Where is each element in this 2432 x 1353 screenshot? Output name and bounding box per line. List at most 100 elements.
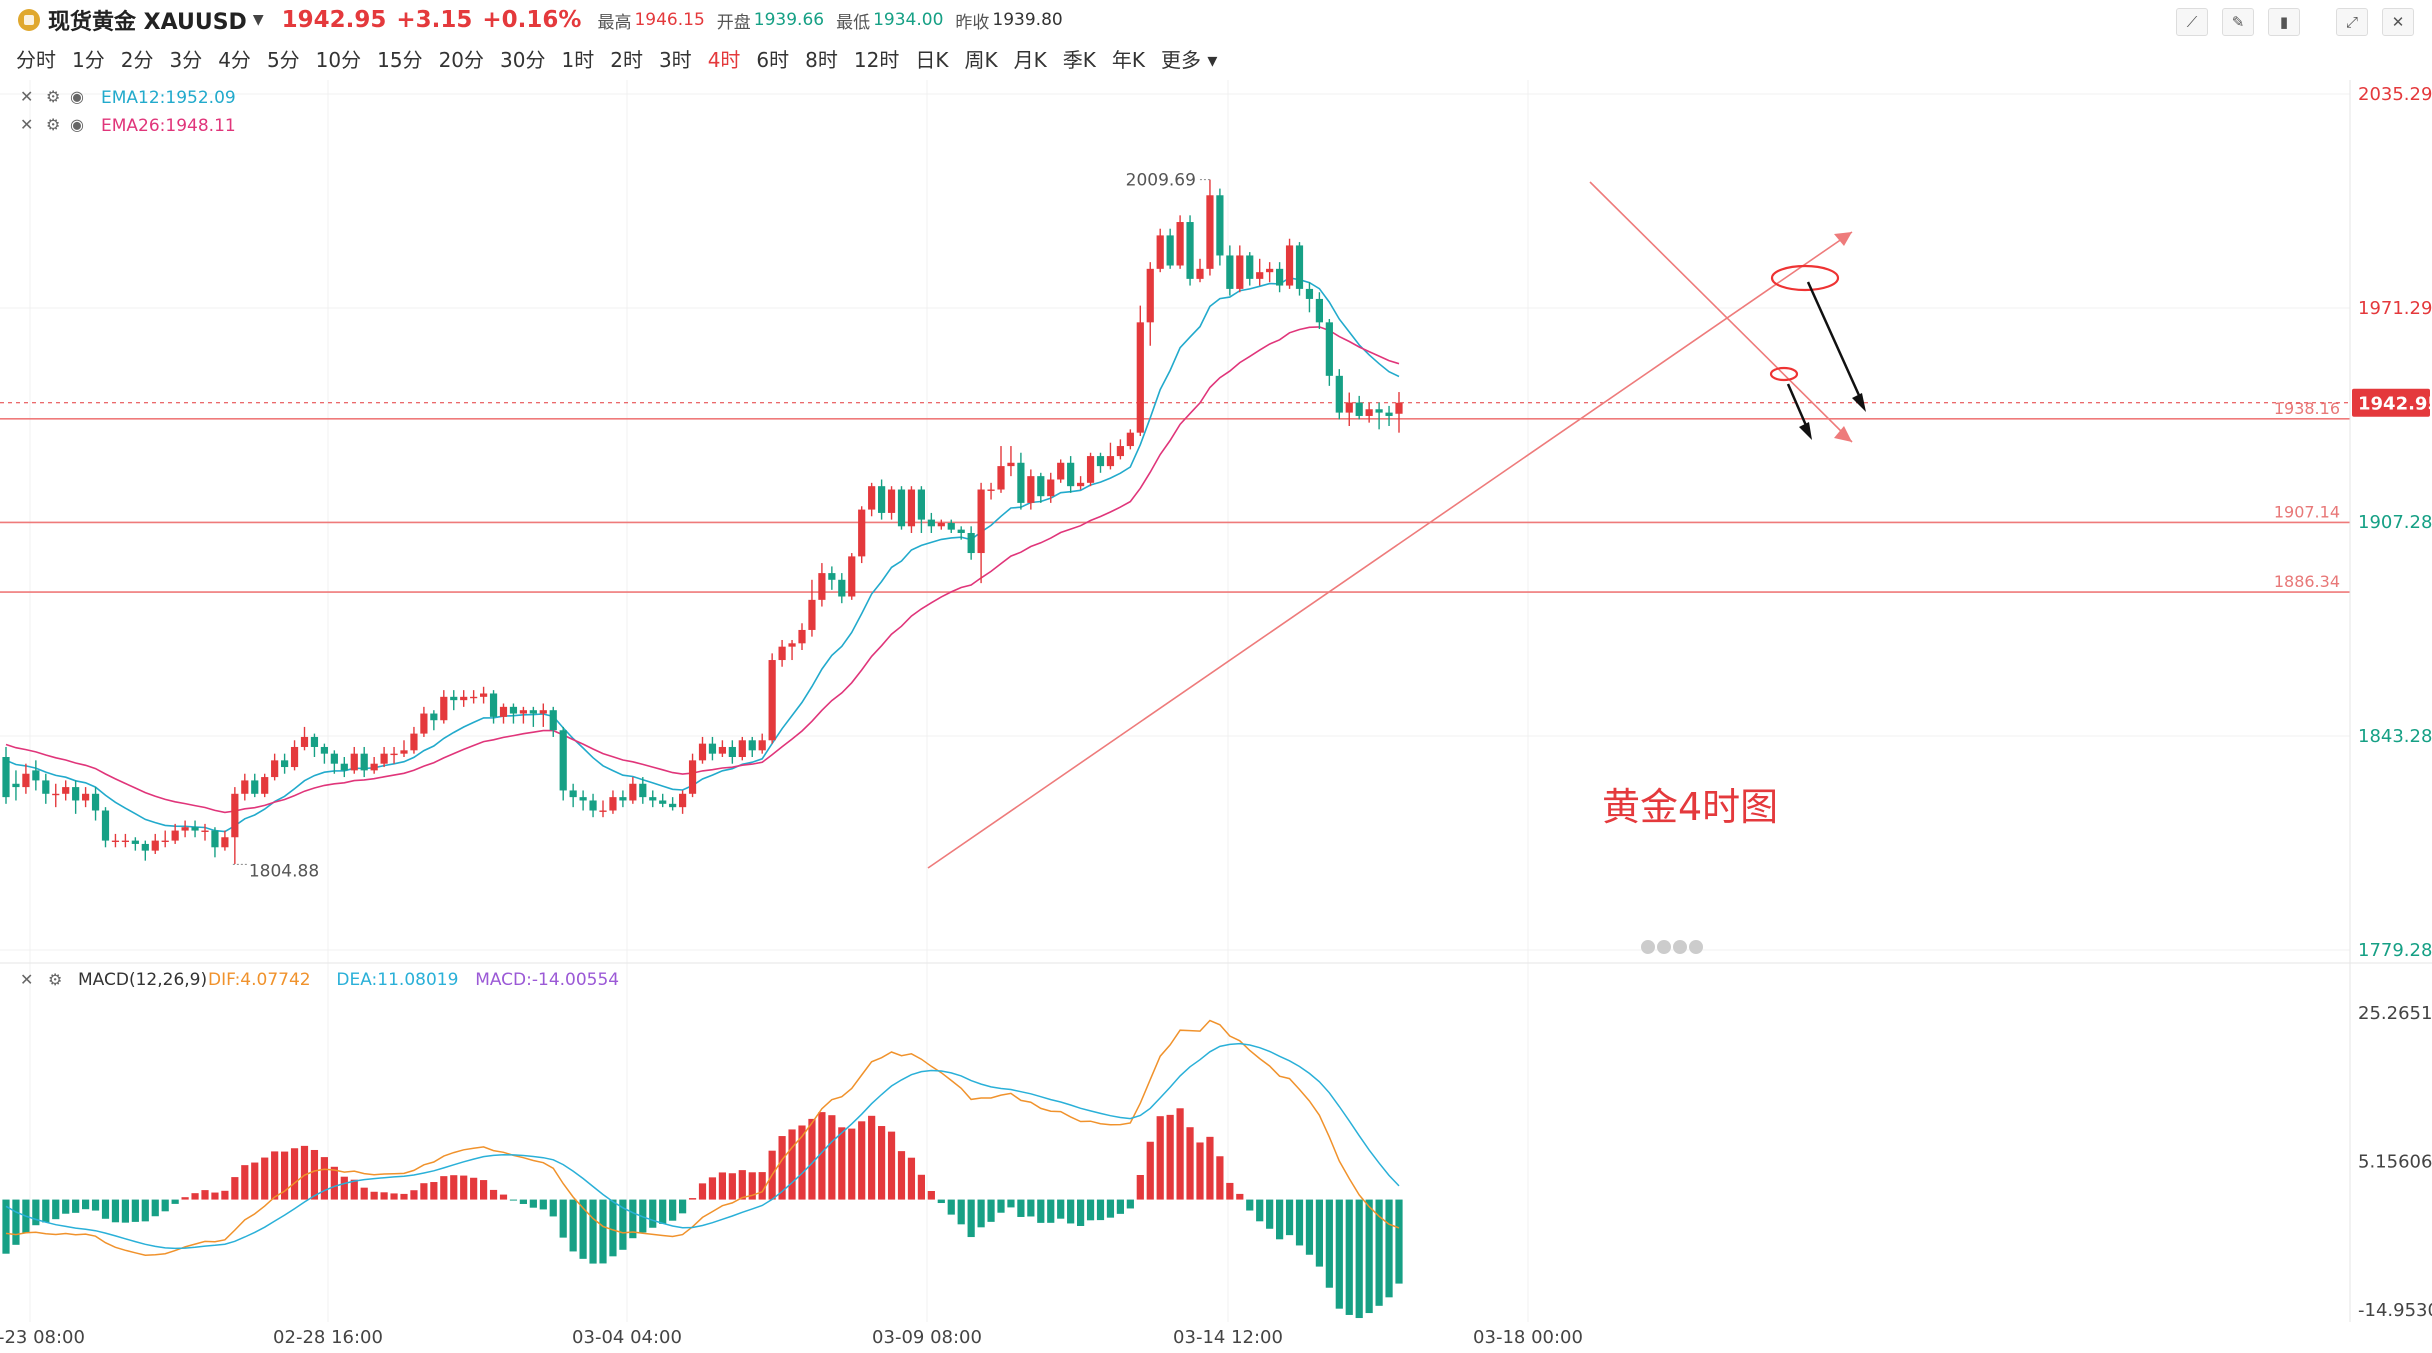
candle-body (679, 793, 687, 808)
interval-tab[interactable]: 年K (1111, 47, 1145, 72)
interval-tab[interactable]: 6时 (756, 47, 790, 72)
interval-tab[interactable]: 12时 (853, 47, 900, 72)
indicator-label: EMA12:1952.09 (101, 88, 236, 108)
candle (1285, 238, 1294, 289)
candle-body (738, 740, 746, 758)
interval-tab[interactable]: 分时 (16, 47, 56, 72)
candle-body (1086, 456, 1095, 483)
macd-bar (1096, 1199, 1105, 1221)
candle-body (201, 830, 209, 832)
interval-tab[interactable]: 1时 (561, 47, 595, 72)
interval-tab[interactable]: 更多 ▾ (1160, 47, 1218, 72)
close-icon[interactable]: ✕ (2382, 8, 2414, 36)
candle-body (290, 746, 299, 768)
candle (350, 746, 358, 774)
interval-tab[interactable]: 周K (964, 47, 998, 72)
interval-tab[interactable]: 3分 (169, 47, 203, 72)
interval-tab[interactable]: 季K (1062, 47, 1096, 72)
arrowhead-icon (1834, 232, 1852, 246)
candle (937, 519, 945, 530)
candle-body (2, 757, 10, 798)
candle (1375, 402, 1383, 430)
gear-icon: ⚙ (46, 87, 60, 106)
candle-body (111, 840, 120, 842)
macd-bar (1236, 1193, 1244, 1200)
candle-body (609, 797, 617, 811)
chevron-down-icon[interactable]: ▼ (252, 12, 264, 28)
interval-tab[interactable]: 4分 (218, 47, 251, 72)
macd-bar (1166, 1114, 1174, 1200)
candle (1017, 452, 1025, 510)
toolbar: ⟋ ✎ ▮ ⤢ ✕ (2176, 8, 2432, 36)
interval-tab[interactable]: 月K (1013, 47, 1047, 72)
candle (639, 777, 647, 804)
candle-body (261, 777, 269, 794)
candle (62, 780, 70, 801)
candle (649, 790, 657, 808)
macd-bar (967, 1199, 975, 1238)
quote-header: 现货黄金 XAUUSD ▼ 1942.95 +3.15 +0.16% 最高 19… (0, 0, 2432, 40)
interval-tab[interactable]: 3时 (658, 47, 692, 72)
candle-body (460, 696, 468, 701)
candle (1216, 188, 1224, 266)
current-price-tag (2352, 388, 2430, 417)
macd-bar (82, 1199, 90, 1210)
candle (141, 840, 149, 861)
macd-series-label: DEA:11.08019 (336, 970, 458, 990)
candle-body (12, 783, 20, 788)
pen-tool-icon[interactable]: ✎ (2222, 8, 2254, 36)
interval-tab[interactable]: 5分 (266, 47, 300, 72)
macd-bar (1295, 1199, 1304, 1246)
candle (52, 783, 60, 808)
indicator-label: EMA26:1948.11 (101, 116, 236, 136)
interval-tab[interactable]: 4时 (707, 47, 741, 72)
interval-tab[interactable]: 15分 (377, 47, 423, 72)
open-value: 1939.66 (753, 10, 825, 30)
candle (1027, 469, 1035, 510)
interval-tab[interactable]: 2分 (120, 47, 154, 72)
candle (529, 706, 537, 727)
interval-tab[interactable]: 2时 (610, 47, 643, 72)
candle (679, 790, 687, 814)
interval-tab[interactable]: 10分 (315, 47, 362, 72)
expand-icon[interactable]: ⤢ (2336, 8, 2368, 36)
highlight-ellipse (1770, 264, 1840, 292)
line-tool-icon[interactable]: ⟋ (2176, 8, 2208, 36)
candle-body (420, 713, 428, 734)
candle-body (1345, 402, 1353, 413)
macd-bar (131, 1199, 139, 1222)
candle-body (1385, 412, 1393, 416)
interval-tab[interactable]: 30分 (500, 47, 546, 72)
candle (1315, 292, 1323, 330)
symbol-name[interactable]: 现货黄金 XAUUSD (48, 10, 247, 35)
candle (370, 757, 378, 774)
macd-bar (669, 1199, 677, 1221)
interval-tab[interactable]: 20分 (438, 47, 485, 72)
candle-body (72, 787, 80, 801)
candles[interactable]: 2009.69 1804.88 (2, 171, 1403, 882)
candle (1355, 395, 1363, 420)
macd-bar (1355, 1199, 1363, 1319)
candle-body (121, 840, 129, 842)
macd-bar (489, 1189, 498, 1200)
candle (400, 740, 408, 758)
macd-bar (848, 1128, 856, 1200)
chart-canvas[interactable]: 1938.16 1907.14 1886.34 1942.95 2009.69 1804… (0, 78, 2432, 1353)
candle (579, 790, 587, 811)
macd-bar (330, 1166, 338, 1200)
candle-body (778, 646, 786, 661)
macd-bar (798, 1125, 806, 1200)
candle-body (1276, 268, 1284, 286)
horizontal-levels[interactable]: 1938.16 1907.14 1886.34 1942.95 (0, 388, 2432, 593)
price-change: +3.15 (396, 7, 473, 33)
candle-tool-icon[interactable]: ▮ (2268, 8, 2300, 36)
interval-tab[interactable]: 8时 (805, 47, 838, 72)
interval-tab[interactable]: 日K (915, 47, 949, 72)
candle (718, 740, 726, 758)
close-icon: ✕ (20, 115, 33, 134)
user-drawings[interactable]: 黄金4时图 (927, 181, 1866, 954)
candle-body (937, 522, 945, 527)
interval-tab[interactable]: 1分 (72, 47, 105, 72)
candle-body (947, 522, 955, 530)
candle (320, 743, 328, 764)
